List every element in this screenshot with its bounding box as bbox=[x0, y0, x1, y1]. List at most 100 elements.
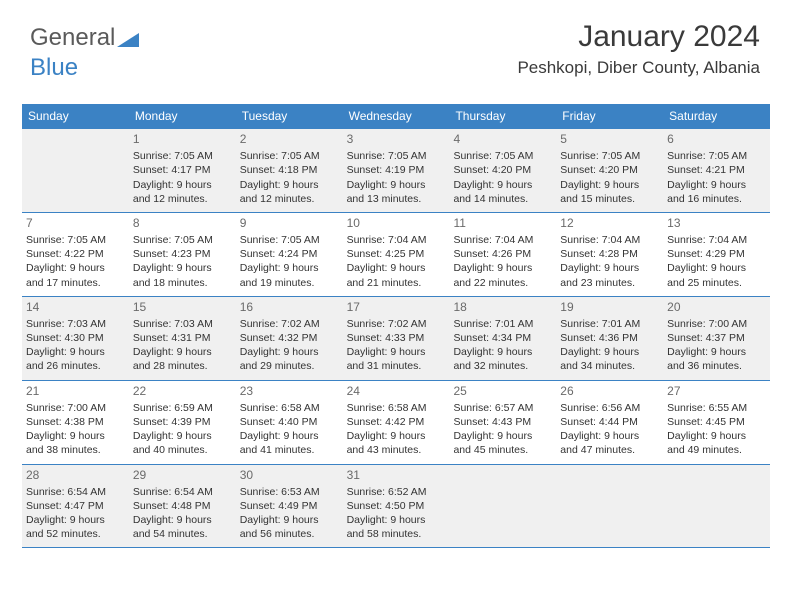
sunrise-text: Sunrise: 7:05 AM bbox=[347, 149, 446, 163]
day-number: 25 bbox=[453, 383, 552, 399]
day-number: 28 bbox=[26, 467, 125, 483]
logo-general-text: General bbox=[30, 24, 115, 51]
daylight-text: Daylight: 9 hours and 47 minutes. bbox=[560, 429, 659, 457]
day-number: 18 bbox=[453, 299, 552, 315]
daylight-text: Daylight: 9 hours and 17 minutes. bbox=[26, 261, 125, 289]
sunrise-text: Sunrise: 7:05 AM bbox=[26, 233, 125, 247]
calendar-header-row: SundayMondayTuesdayWednesdayThursdayFrid… bbox=[22, 104, 770, 128]
calendar-cell: 1Sunrise: 7:05 AMSunset: 4:17 PMDaylight… bbox=[129, 129, 236, 212]
sunrise-text: Sunrise: 6:59 AM bbox=[133, 401, 232, 415]
sunset-text: Sunset: 4:23 PM bbox=[133, 247, 232, 261]
page-title: January 2024 bbox=[517, 20, 760, 54]
calendar-cell: 21 Sunrise: 7:00 AMSunset: 4:38 PMDayligh… bbox=[22, 381, 129, 464]
sunset-text: Sunset: 4:20 PM bbox=[560, 163, 659, 177]
calendar-cell: 22Sunrise: 6:59 AMSunset: 4:39 PMDayligh… bbox=[129, 381, 236, 464]
day-number: 14 bbox=[26, 299, 125, 315]
calendar-cell: 6 Sunrise: 7:05 AMSunset: 4:21 PMDaylight… bbox=[663, 129, 770, 212]
day-number: 29 bbox=[133, 467, 232, 483]
daylight-text: Daylight: 9 hours and 15 minutes. bbox=[560, 178, 659, 206]
sunrise-text: Sunrise: 7:01 AM bbox=[560, 317, 659, 331]
calendar-row: 14Sunrise: 7:03 AMSunset: 4:30 PMDayligh… bbox=[22, 296, 770, 380]
day-number: 9 bbox=[240, 215, 339, 231]
daylight-text: Daylight: 9 hours and 34 minutes. bbox=[560, 345, 659, 373]
day-number: 3 bbox=[347, 131, 446, 147]
sunrise-text: Sunrise: 6:58 AM bbox=[347, 401, 446, 415]
calendar-cell: 24Sunrise: 6:58 AMSunset: 4:42 PMDayligh… bbox=[343, 381, 450, 464]
day-number: 23 bbox=[240, 383, 339, 399]
calendar-cell: 2Sunrise: 7:05 AMSunset: 4:18 PMDaylight… bbox=[236, 129, 343, 212]
logo-triangle-icon bbox=[117, 26, 139, 54]
day-number: 15 bbox=[133, 299, 232, 315]
sunset-text: Sunset: 4:50 PM bbox=[347, 499, 446, 513]
daylight-text: Daylight: 9 hours and 12 minutes. bbox=[133, 178, 232, 206]
sunrise-text: Sunrise: 7:05 AM bbox=[133, 149, 232, 163]
day-number: 4 bbox=[453, 131, 552, 147]
day-number: 1 bbox=[133, 131, 232, 147]
sunrise-text: Sunrise: 7:04 AM bbox=[560, 233, 659, 247]
calendar: SundayMondayTuesdayWednesdayThursdayFrid… bbox=[22, 104, 770, 548]
sunset-text: Sunset: 4:38 PM bbox=[26, 415, 125, 429]
daylight-text: Daylight: 9 hours and 43 minutes. bbox=[347, 429, 446, 457]
daylight-text: Daylight: 9 hours and 38 minutes. bbox=[26, 429, 125, 457]
sunrise-text: Sunrise: 6:54 AM bbox=[133, 485, 232, 499]
calendar-cell: 31Sunrise: 6:52 AMSunset: 4:50 PMDayligh… bbox=[343, 465, 450, 548]
sunset-text: Sunset: 4:40 PM bbox=[240, 415, 339, 429]
daylight-text: Daylight: 9 hours and 52 minutes. bbox=[26, 513, 125, 541]
calendar-cell: 15Sunrise: 7:03 AMSunset: 4:31 PMDayligh… bbox=[129, 297, 236, 380]
day-header: Friday bbox=[556, 104, 663, 128]
calendar-row: 7Sunrise: 7:05 AMSunset: 4:22 PMDaylight… bbox=[22, 212, 770, 296]
sunrise-text: Sunrise: 6:54 AM bbox=[26, 485, 125, 499]
sunrise-text: Sunrise: 7:05 AM bbox=[667, 149, 766, 163]
day-header: Sunday bbox=[22, 104, 129, 128]
sunset-text: Sunset: 4:37 PM bbox=[667, 331, 766, 345]
day-header: Wednesday bbox=[343, 104, 450, 128]
sunrise-text: Sunrise: 7:04 AM bbox=[347, 233, 446, 247]
daylight-text: Daylight: 9 hours and 16 minutes. bbox=[667, 178, 766, 206]
daylight-text: Daylight: 9 hours and 14 minutes. bbox=[453, 178, 552, 206]
sunrise-text: Sunrise: 6:56 AM bbox=[560, 401, 659, 415]
day-number: 26 bbox=[560, 383, 659, 399]
location-text: Peshkopi, Diber County, Albania bbox=[517, 58, 760, 78]
sunrise-text: Sunrise: 7:05 AM bbox=[133, 233, 232, 247]
day-number: 6 bbox=[667, 131, 766, 147]
calendar-cell: 25Sunrise: 6:57 AMSunset: 4:43 PMDayligh… bbox=[449, 381, 556, 464]
day-number: 16 bbox=[240, 299, 339, 315]
sunset-text: Sunset: 4:21 PM bbox=[667, 163, 766, 177]
sunrise-text: Sunrise: 7:02 AM bbox=[240, 317, 339, 331]
calendar-cell: 17Sunrise: 7:02 AMSunset: 4:33 PMDayligh… bbox=[343, 297, 450, 380]
logo: General Blue bbox=[30, 24, 139, 82]
sunrise-text: Sunrise: 7:05 AM bbox=[240, 149, 339, 163]
sunrise-text: Sunrise: 6:53 AM bbox=[240, 485, 339, 499]
day-number: 19 bbox=[560, 299, 659, 315]
sunset-text: Sunset: 4:42 PM bbox=[347, 415, 446, 429]
logo-blue-text: Blue bbox=[30, 54, 78, 81]
calendar-cell: 14Sunrise: 7:03 AMSunset: 4:30 PMDayligh… bbox=[22, 297, 129, 380]
sunset-text: Sunset: 4:39 PM bbox=[133, 415, 232, 429]
day-number: 21 bbox=[26, 383, 125, 399]
sunset-text: Sunset: 4:29 PM bbox=[667, 247, 766, 261]
daylight-text: Daylight: 9 hours and 36 minutes. bbox=[667, 345, 766, 373]
header: January 2024 Peshkopi, Diber County, Alb… bbox=[517, 20, 760, 78]
calendar-cell: 16Sunrise: 7:02 AMSunset: 4:32 PMDayligh… bbox=[236, 297, 343, 380]
daylight-text: Daylight: 9 hours and 32 minutes. bbox=[453, 345, 552, 373]
daylight-text: Daylight: 9 hours and 25 minutes. bbox=[667, 261, 766, 289]
calendar-cell bbox=[663, 465, 770, 548]
sunrise-text: Sunrise: 7:00 AM bbox=[667, 317, 766, 331]
calendar-cell bbox=[22, 129, 129, 212]
sunrise-text: Sunrise: 7:00 AM bbox=[26, 401, 125, 415]
daylight-text: Daylight: 9 hours and 12 minutes. bbox=[240, 178, 339, 206]
calendar-cell: 28 Sunrise: 6:54 AMSunset: 4:47 PMDayligh… bbox=[22, 465, 129, 548]
calendar-cell: 30Sunrise: 6:53 AMSunset: 4:49 PMDayligh… bbox=[236, 465, 343, 548]
calendar-row: 28Sunrise: 6:54 AMSunset: 4:47 PMDayligh… bbox=[22, 464, 770, 549]
calendar-cell bbox=[449, 465, 556, 548]
sunrise-text: Sunrise: 7:03 AM bbox=[26, 317, 125, 331]
sunrise-text: Sunrise: 7:04 AM bbox=[453, 233, 552, 247]
daylight-text: Daylight: 9 hours and 49 minutes. bbox=[667, 429, 766, 457]
calendar-cell: 8Sunrise: 7:05 AMSunset: 4:23 PMDaylight… bbox=[129, 213, 236, 296]
calendar-cell: 5Sunrise: 7:05 AMSunset: 4:20 PMDaylight… bbox=[556, 129, 663, 212]
calendar-cell: 23Sunrise: 6:58 AMSunset: 4:40 PMDayligh… bbox=[236, 381, 343, 464]
daylight-text: Daylight: 9 hours and 26 minutes. bbox=[26, 345, 125, 373]
sunset-text: Sunset: 4:47 PM bbox=[26, 499, 125, 513]
sunrise-text: Sunrise: 7:05 AM bbox=[453, 149, 552, 163]
sunset-text: Sunset: 4:44 PM bbox=[560, 415, 659, 429]
